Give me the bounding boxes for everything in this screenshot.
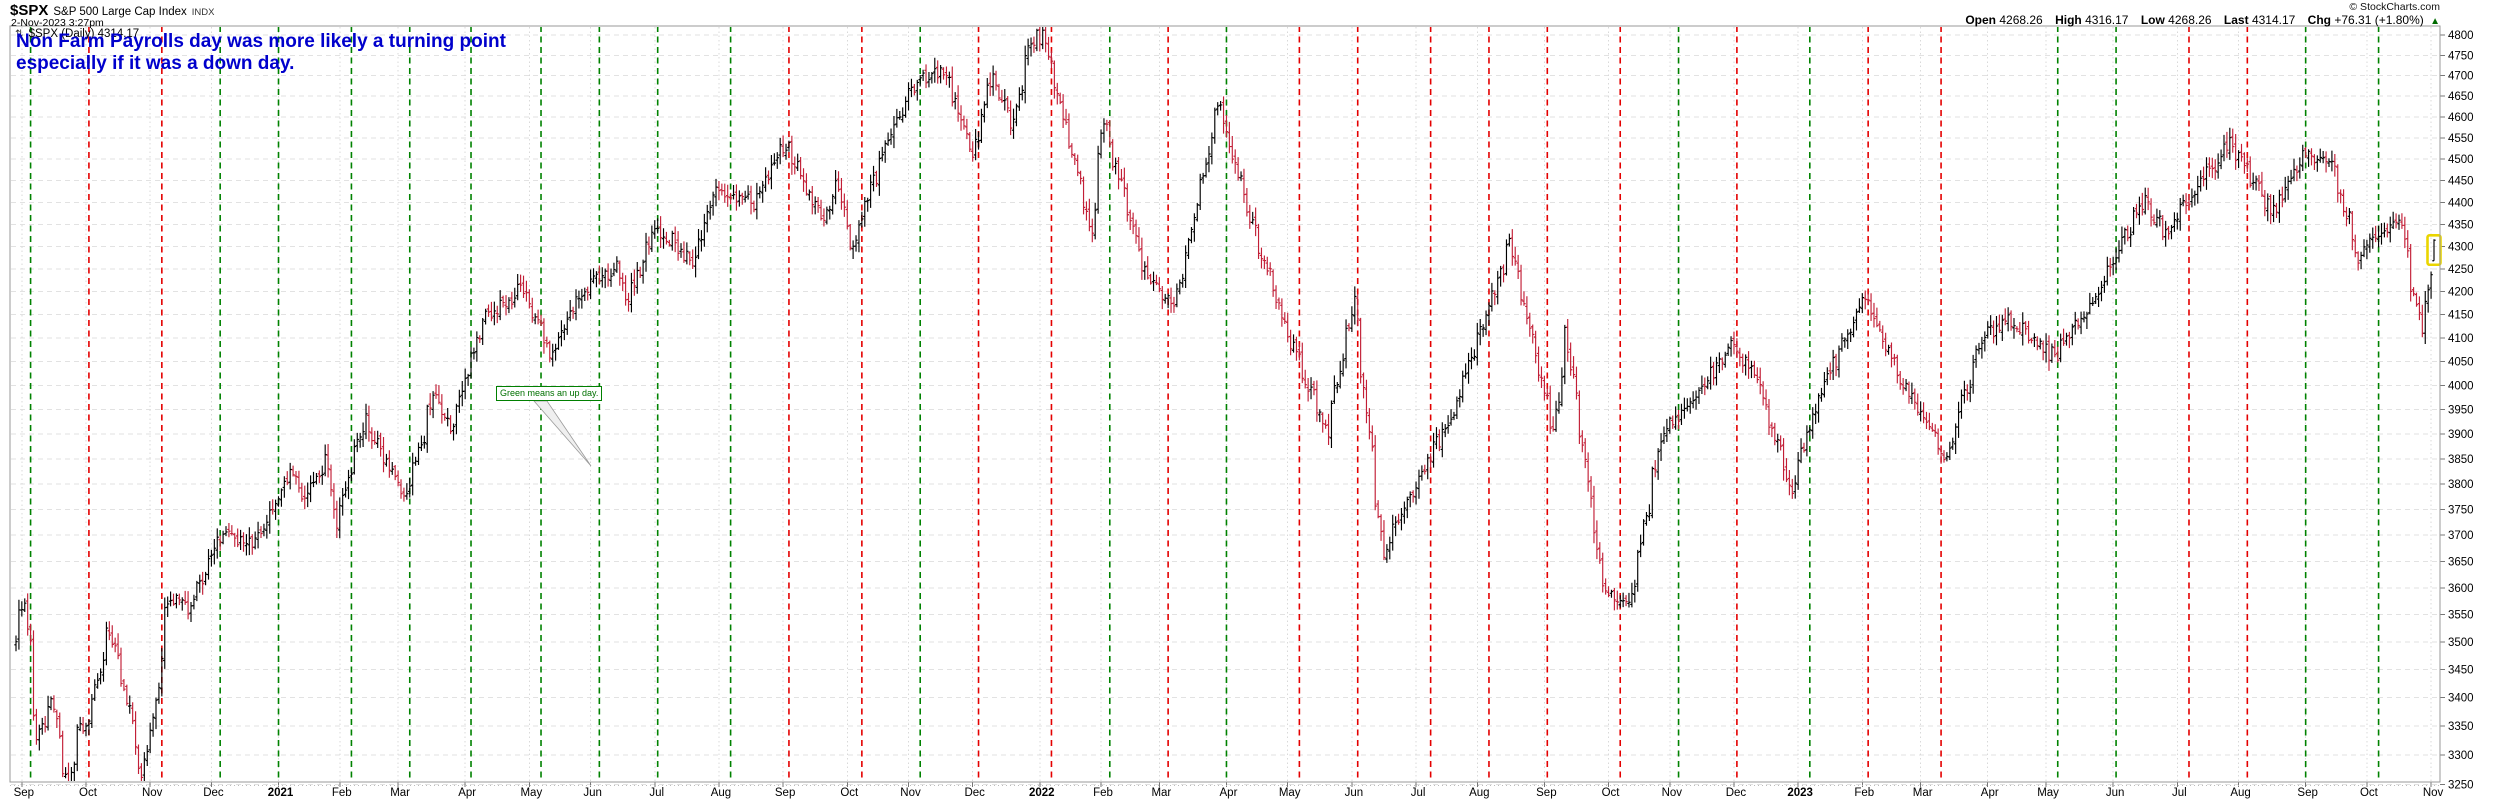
- plot-legend-text: $SPX (Daily) 4314.17: [28, 28, 140, 40]
- svg-text:Feb: Feb: [332, 787, 352, 799]
- svg-text:4500: 4500: [2448, 154, 2474, 166]
- svg-text:Sep: Sep: [14, 787, 34, 799]
- svg-text:4800: 4800: [2448, 30, 2474, 42]
- svg-text:3850: 3850: [2448, 454, 2474, 466]
- svg-text:Jun: Jun: [583, 787, 602, 799]
- chart-datetime: 2-Nov-2023 3:27pm: [11, 17, 104, 29]
- svg-text:Feb: Feb: [1854, 787, 1874, 799]
- svg-text:Apr: Apr: [1220, 787, 1238, 799]
- svg-text:Sep: Sep: [2297, 787, 2317, 799]
- callout-leader-line: [533, 400, 592, 467]
- svg-text:Jun: Jun: [1345, 787, 1364, 799]
- open-value: 4268.26: [1999, 13, 2043, 27]
- svg-text:3700: 3700: [2448, 530, 2474, 542]
- svg-text:3900: 3900: [2448, 429, 2474, 441]
- svg-text:May: May: [2037, 787, 2059, 799]
- svg-text:Apr: Apr: [1981, 787, 1999, 799]
- svg-text:Sep: Sep: [1536, 787, 1556, 799]
- svg-text:Dec: Dec: [1726, 787, 1747, 799]
- svg-text:4250: 4250: [2448, 264, 2474, 276]
- svg-text:4200: 4200: [2448, 287, 2474, 299]
- svg-text:4700: 4700: [2448, 71, 2474, 83]
- svg-text:2022: 2022: [1029, 787, 1055, 799]
- svg-text:Jun: Jun: [2106, 787, 2125, 799]
- svg-text:Apr: Apr: [458, 787, 476, 799]
- green-up-day-callout: Green means an up day.: [496, 386, 603, 401]
- svg-text:3250: 3250: [2448, 779, 2474, 791]
- open-label: Open: [1965, 13, 1996, 27]
- svg-text:May: May: [1279, 787, 1301, 799]
- svg-text:2023: 2023: [1787, 787, 1813, 799]
- plot-legend: ⇅ $SPX (Daily) 4314.17: [15, 28, 139, 40]
- annotation-line2: especially if it was a down day.: [16, 53, 295, 74]
- svg-text:Mar: Mar: [1151, 787, 1171, 799]
- copyright-label: © StockCharts.com: [2349, 1, 2440, 13]
- svg-text:Jul: Jul: [2172, 787, 2187, 799]
- up-triangle-icon: ▲: [2430, 16, 2440, 27]
- svg-text:4450: 4450: [2448, 176, 2474, 188]
- svg-text:Feb: Feb: [1093, 787, 1113, 799]
- ohlc-quote-bar: Open 4268.26 High 4316.17 Low 4268.26 La…: [1956, 13, 2440, 27]
- svg-text:3350: 3350: [2448, 721, 2474, 733]
- svg-text:Aug: Aug: [2230, 787, 2250, 799]
- svg-text:3800: 3800: [2448, 479, 2474, 491]
- svg-text:3750: 3750: [2448, 504, 2474, 516]
- svg-text:Mar: Mar: [390, 787, 410, 799]
- svg-text:Dec: Dec: [203, 787, 224, 799]
- chg-label: Chg: [2307, 13, 2331, 27]
- svg-text:Oct: Oct: [1602, 787, 1621, 799]
- chart-title: $SPX S&P 500 Large Cap Index INDX: [10, 2, 214, 20]
- svg-text:Oct: Oct: [79, 787, 98, 799]
- svg-text:4650: 4650: [2448, 91, 2474, 103]
- svg-text:Aug: Aug: [1469, 787, 1489, 799]
- exchange-label: INDX: [191, 7, 215, 18]
- last-label: Last: [2223, 13, 2249, 27]
- annotation-headline: Non Farm Payrolls day was more likely a …: [16, 31, 506, 75]
- svg-text:3300: 3300: [2448, 750, 2474, 762]
- svg-text:Nov: Nov: [1662, 787, 1683, 799]
- svg-text:3500: 3500: [2448, 637, 2474, 649]
- low-value: 4268.26: [2168, 13, 2212, 27]
- svg-text:4750: 4750: [2448, 50, 2474, 62]
- symbol-label: $SPX: [10, 2, 49, 19]
- svg-text:4600: 4600: [2448, 112, 2474, 124]
- svg-text:4350: 4350: [2448, 219, 2474, 231]
- svg-text:Oct: Oct: [840, 787, 859, 799]
- svg-text:3950: 3950: [2448, 405, 2474, 417]
- last-value: 4314.17: [2251, 13, 2296, 27]
- index-name-label: S&P 500 Large Cap Index: [53, 6, 187, 18]
- high-label: High: [2055, 13, 2082, 27]
- high-value: 4316.17: [2085, 13, 2129, 27]
- svg-text:Jul: Jul: [649, 787, 664, 799]
- svg-text:Nov: Nov: [2423, 787, 2444, 799]
- svg-text:4050: 4050: [2448, 357, 2474, 369]
- svg-text:Oct: Oct: [2360, 787, 2379, 799]
- svg-text:May: May: [520, 787, 542, 799]
- annotation-line1: Non Farm Payrolls day was more likely a …: [16, 31, 506, 52]
- svg-text:Dec: Dec: [964, 787, 985, 799]
- svg-text:4100: 4100: [2448, 333, 2474, 345]
- svg-text:4550: 4550: [2448, 133, 2474, 145]
- svg-text:3650: 3650: [2448, 556, 2474, 568]
- svg-text:3450: 3450: [2448, 665, 2474, 677]
- svg-text:Sep: Sep: [775, 787, 795, 799]
- svg-text:3600: 3600: [2448, 583, 2474, 595]
- low-label: Low: [2140, 13, 2165, 27]
- svg-text:Mar: Mar: [1913, 787, 1933, 799]
- updown-arrows-icon: ⇅: [15, 29, 24, 40]
- svg-text:Nov: Nov: [900, 787, 921, 799]
- svg-text:4400: 4400: [2448, 197, 2474, 209]
- svg-text:4000: 4000: [2448, 380, 2474, 392]
- svg-text:Jul: Jul: [1411, 787, 1426, 799]
- svg-text:3400: 3400: [2448, 693, 2474, 705]
- svg-text:Aug: Aug: [711, 787, 731, 799]
- svg-text:4150: 4150: [2448, 310, 2474, 322]
- svg-text:Nov: Nov: [142, 787, 163, 799]
- chg-value: +76.31 (+1.80%): [2334, 13, 2424, 27]
- svg-text:3550: 3550: [2448, 610, 2474, 622]
- svg-text:2021: 2021: [268, 787, 294, 799]
- svg-text:4300: 4300: [2448, 242, 2474, 254]
